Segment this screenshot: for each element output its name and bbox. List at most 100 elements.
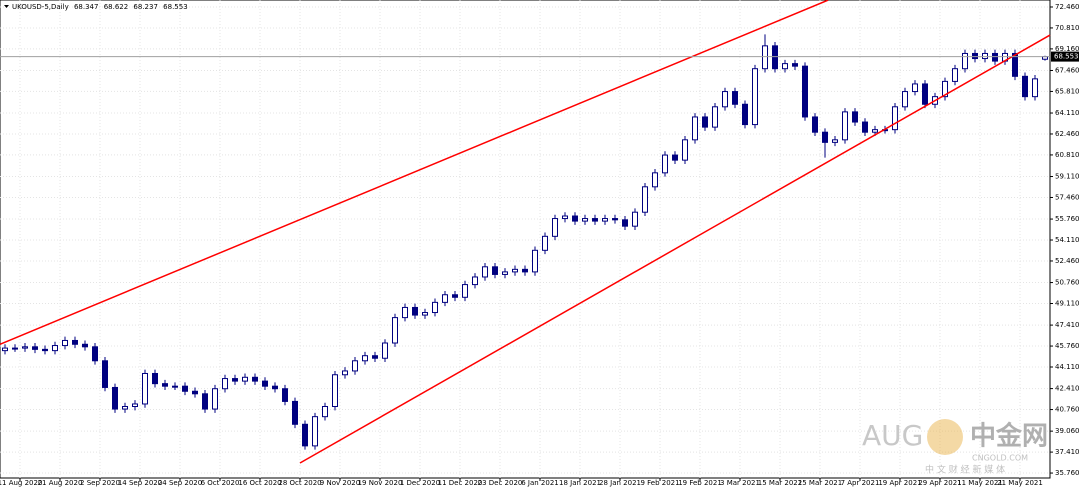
- candle-body: [582, 218, 588, 222]
- candle-body: [912, 83, 918, 93]
- candle-body: [82, 343, 88, 348]
- chart-header: UKOUSD-5,Daily 68.347 68.622 68.237 68.5…: [12, 3, 188, 11]
- candle-body: [562, 215, 568, 220]
- candle-body: [482, 266, 488, 278]
- candle-body: [742, 103, 748, 126]
- x-tick-label: 1 Dec 2020: [400, 479, 440, 487]
- y-tick-label: 57.460: [1055, 193, 1080, 201]
- x-tick-label: 11 Aug 2020: [0, 479, 42, 487]
- candle-body: [412, 306, 418, 316]
- price-label: 68.553: [1054, 53, 1079, 61]
- x-tick-label: 21 Aug 2020: [38, 479, 83, 487]
- y-tick-label: 49.110: [1055, 300, 1080, 308]
- x-tick-label: 15 Mar 2021: [758, 479, 802, 487]
- candle-body: [422, 312, 428, 316]
- candle-body: [72, 339, 78, 345]
- candle-body: [442, 294, 448, 303]
- x-tick-label: 6 Jan 2021: [521, 479, 559, 487]
- candle-body: [472, 276, 478, 286]
- candle-body: [522, 268, 528, 273]
- x-tick-label: 21 May 2021: [997, 479, 1043, 487]
- x-tick-label: 29 Apr 2021: [918, 479, 961, 487]
- candle-body: [382, 342, 388, 359]
- candle-body: [52, 345, 58, 352]
- candle-body: [942, 80, 948, 98]
- candle-body: [132, 403, 138, 408]
- candle-body: [842, 111, 848, 141]
- candle-body: [432, 301, 438, 314]
- x-tick-label: 16 Oct 2020: [238, 479, 281, 487]
- candle-body: [452, 294, 458, 298]
- price-label-box: [1051, 51, 1079, 62]
- y-tick-label: 50.760: [1055, 279, 1080, 287]
- candle-body: [192, 390, 198, 395]
- candle-body: [202, 393, 208, 410]
- candle-body: [612, 218, 618, 221]
- header-open: 68.347: [74, 3, 99, 11]
- candle-body: [402, 306, 408, 319]
- candle-body: [32, 346, 38, 350]
- candle-body: [952, 68, 958, 82]
- x-tick-label: 19 Nov 2020: [358, 479, 403, 487]
- candle-body: [492, 266, 498, 275]
- candle-body: [552, 218, 558, 237]
- candle-body: [532, 249, 538, 273]
- candle-body: [962, 52, 968, 70]
- x-tick-label: 11 May 2021: [957, 479, 1003, 487]
- candle-body: [712, 106, 718, 128]
- y-tick-label: 42.410: [1055, 385, 1080, 393]
- candle-body: [972, 52, 978, 60]
- x-tick-label: 28 Oct 2020: [278, 479, 321, 487]
- candle-body: [462, 284, 468, 298]
- candle-body: [102, 360, 108, 388]
- candle-body: [342, 370, 348, 376]
- candle-body: [592, 218, 598, 222]
- x-tick-label: 6 Oct 2020: [201, 479, 240, 487]
- candle-body: [302, 423, 308, 447]
- candle-body: [862, 121, 868, 133]
- candle-body: [252, 376, 258, 382]
- candle-body: [542, 235, 548, 251]
- candle-body: [902, 91, 908, 108]
- candle-body: [232, 378, 238, 382]
- candle-body: [1032, 78, 1038, 98]
- y-tick-label: 67.460: [1055, 66, 1080, 74]
- candle-body: [872, 129, 878, 133]
- candle-body: [752, 68, 758, 126]
- candle-body: [2, 347, 8, 352]
- y-tick-label: 55.760: [1055, 215, 1080, 223]
- x-tick-label: 18 Jan 2021: [559, 479, 601, 487]
- candle-body: [832, 139, 838, 143]
- y-tick-label: 69.160: [1055, 45, 1080, 53]
- y-tick-label: 60.810: [1055, 151, 1080, 159]
- candle-body: [282, 388, 288, 402]
- candle-body: [392, 317, 398, 344]
- x-tick-label: 7 Apr 2021: [841, 479, 880, 487]
- candle-body: [772, 45, 778, 70]
- x-tick-label: 24 Sep 2020: [158, 479, 202, 487]
- candle-body: [622, 219, 628, 227]
- candle-body: [352, 360, 358, 372]
- candle-body: [42, 348, 48, 352]
- candle-body: [62, 339, 68, 347]
- candle-body: [92, 346, 98, 362]
- candle-body: [512, 268, 518, 273]
- candle-body: [892, 106, 898, 131]
- x-tick-label: 9 Nov 2020: [320, 479, 360, 487]
- y-tick-label: 45.760: [1055, 342, 1080, 350]
- header-close: 68.553: [163, 3, 188, 11]
- candle-body: [782, 63, 788, 70]
- candle-body: [292, 400, 298, 425]
- candle-body: [702, 116, 708, 128]
- x-tick-label: 19 Apr 2021: [878, 479, 921, 487]
- x-tick-label: 3 Mar 2021: [720, 479, 760, 487]
- x-tick-label: 19 Feb 2021: [678, 479, 722, 487]
- candle-body: [372, 355, 378, 359]
- y-tick-label: 35.760: [1055, 469, 1080, 477]
- candle-body: [1022, 75, 1028, 98]
- candle-body: [922, 83, 928, 105]
- candle-body: [332, 374, 338, 408]
- candle-body: [1012, 52, 1018, 77]
- candle-body: [812, 116, 818, 133]
